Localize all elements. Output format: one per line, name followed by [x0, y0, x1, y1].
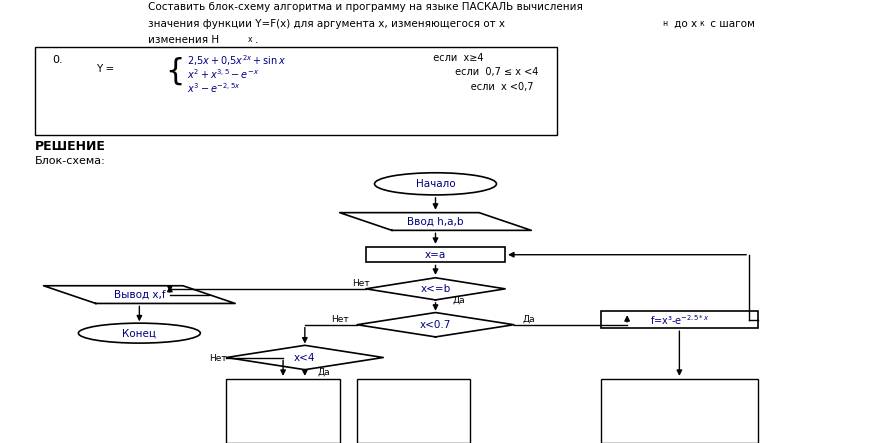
Text: 0.: 0.	[52, 55, 63, 66]
Text: Нет: Нет	[331, 315, 348, 324]
Text: x<4: x<4	[294, 353, 315, 362]
Text: $2{,}5x + 0{,}5x^{2x} + \sin x$: $2{,}5x + 0{,}5x^{2x} + \sin x$	[187, 53, 287, 68]
Text: Конец: Конец	[122, 328, 157, 338]
Text: Составить блок-схему алгоритма и программу на языке ПАСКАЛЬ вычисления: Составить блок-схему алгоритма и програм…	[148, 2, 583, 12]
Text: если  0,7 ≤ x <4: если 0,7 ≤ x <4	[427, 67, 538, 78]
Text: x<0.7: x<0.7	[420, 320, 451, 330]
Text: РЕШЕНИЕ: РЕШЕНИЕ	[35, 140, 105, 153]
Text: Да: Да	[453, 295, 465, 304]
Text: Блок-схема:: Блок-схема:	[35, 156, 105, 166]
Text: Да: Да	[523, 314, 535, 323]
Text: Ввод h,a,b: Ввод h,a,b	[408, 217, 463, 226]
Text: Вывод x,f: Вывод x,f	[113, 290, 165, 299]
Text: н: н	[662, 19, 667, 27]
Text: изменения H: изменения H	[148, 35, 219, 45]
Text: если  x≥4: если x≥4	[427, 53, 483, 63]
Text: к: к	[699, 19, 704, 27]
Text: x<=b: x<=b	[421, 284, 450, 294]
Text: Начало: Начало	[415, 179, 456, 189]
Text: Нет: Нет	[209, 354, 226, 363]
Text: с шагом: с шагом	[707, 19, 755, 29]
Text: $x^{3} - e^{-2,5x}$: $x^{3} - e^{-2,5x}$	[187, 82, 240, 95]
Text: если  x <0,7: если x <0,7	[427, 82, 533, 92]
Text: Y =: Y =	[96, 64, 114, 74]
Text: $\{$: $\{$	[165, 55, 183, 87]
Text: до x: до x	[671, 19, 697, 29]
Text: Нет: Нет	[353, 279, 370, 288]
Text: .: .	[255, 35, 259, 45]
Text: Да: Да	[318, 367, 330, 377]
Text: x=a: x=a	[425, 250, 446, 260]
Text: f=x³-e$^{-2.5*x}$: f=x³-e$^{-2.5*x}$	[650, 313, 709, 327]
Text: значения функции Y=F(x) для аргумента x, изменяющегося от x: значения функции Y=F(x) для аргумента x,…	[148, 19, 505, 29]
Text: х: х	[248, 35, 253, 44]
Text: $x^{2} + x^{3,5} - e^{-x}$: $x^{2} + x^{3,5} - e^{-x}$	[187, 67, 260, 81]
